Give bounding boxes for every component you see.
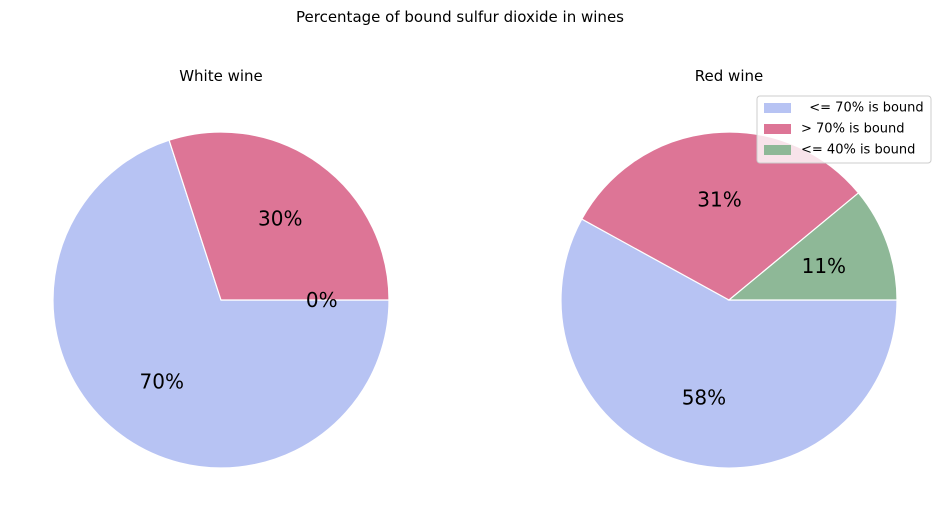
pie-percent-label: 11%	[802, 254, 846, 278]
pie-slice-70-is-bound	[52, 139, 390, 469]
pie-title-white-wine: White wine	[179, 67, 263, 85]
pie-title-red-wine: Red wine	[695, 67, 763, 85]
legend-frame	[756, 95, 932, 164]
pie-percent-label: 0%	[306, 288, 338, 312]
pie-slices	[560, 131, 898, 469]
pie-percent-label: 31%	[697, 188, 741, 212]
pie-labels: 58% 31% 11%	[682, 188, 846, 410]
pie-slice-70-is-bound	[580, 131, 860, 301]
pie-labels: 70% 30% 0%	[140, 206, 338, 393]
legend-label: <= 40% is bound	[801, 143, 915, 158]
pie-percent-label: 58%	[682, 386, 726, 410]
pie-slice-70-is-bound	[560, 218, 898, 469]
legend-swatch	[764, 145, 791, 155]
legend-label: > 70% is bound	[801, 122, 905, 137]
legend: <= 70% is bound > 70% is bound <= 40% is b…	[756, 95, 932, 164]
pie-slices	[52, 131, 390, 469]
legend-label: <= 70% is bound	[801, 101, 924, 116]
legend-items: <= 70% is bound > 70% is bound <= 40% is b…	[764, 101, 924, 158]
pie-percent-label: 70%	[140, 370, 184, 394]
pie-chart-red-wine: Red wine 58% 31% 11%	[560, 67, 898, 469]
figure-title: Percentage of bound sulfur dioxide in wi…	[296, 8, 624, 26]
pie-slice-70-is-bound	[168, 131, 390, 301]
pie-chart-white-wine: White wine 70% 30% 0%	[52, 67, 390, 469]
legend-swatch	[764, 103, 791, 113]
pie-slice-40-is-bound	[727, 192, 898, 301]
legend-swatch	[764, 124, 791, 134]
pie-percent-label: 30%	[258, 206, 302, 230]
